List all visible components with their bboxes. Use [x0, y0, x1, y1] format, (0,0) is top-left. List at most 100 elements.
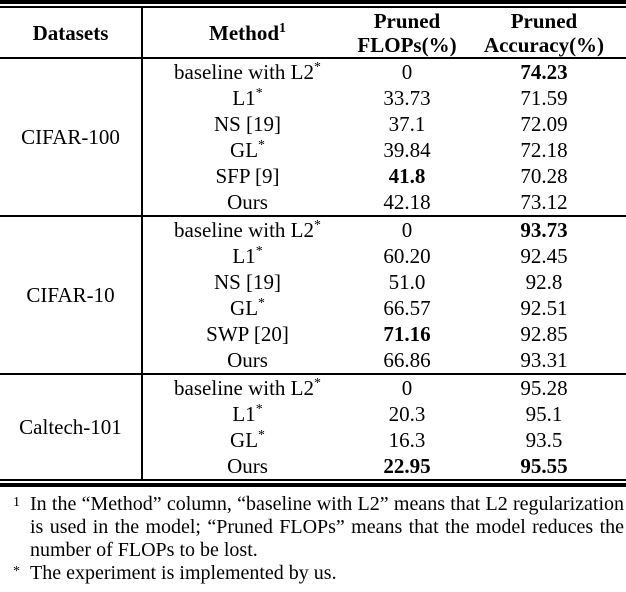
table-row: SFP [9] 41.8 70.28 [0, 163, 626, 189]
accuracy-cell: 93.73 [462, 215, 626, 243]
footnote-star-text: The experiment is implemented by us. [30, 562, 337, 584]
method-cell: GL* [142, 137, 352, 163]
method-cell: baseline with L2* [142, 215, 352, 243]
method-cell: Ours [142, 453, 352, 479]
flops-cell: 0 [352, 373, 462, 401]
flops-cell: 37.1 [388, 112, 426, 136]
method-label: GL [230, 428, 259, 452]
table-row: L1* 20.3 95.1 [0, 401, 626, 427]
method-cell: baseline with L2* [142, 57, 352, 85]
flops-cell: 60.20 [383, 244, 431, 268]
table-row: Caltech-101 baseline with L2* 0 95.28 [0, 373, 626, 479]
flops-cell: 39.84 [383, 138, 431, 162]
accuracy-cell: 95.28 [462, 373, 626, 401]
accuracy-cell: 73.12 [520, 190, 568, 214]
footnote-star-ref: * [258, 295, 265, 310]
flops-cell: 33.73 [383, 86, 431, 110]
header-pruned-flops: Pruned FLOPs(%) [352, 8, 462, 59]
flops-cell: 0 [352, 57, 462, 85]
footnotes: 1 In the “Method” column, “baseline with… [0, 493, 626, 585]
method-label: L1 [232, 244, 256, 268]
accuracy-cell: 72.09 [520, 112, 568, 136]
accuracy-cell: 70.28 [520, 164, 568, 188]
footnote-star: * The experiment is implemented by us. [0, 562, 626, 585]
method-label: SFP [9] [215, 164, 280, 188]
dataset-label-cifar-10: CIFAR-10 [0, 215, 143, 374]
header-accuracy-line2: Accuracy(%) [483, 32, 605, 57]
method-label: baseline with L2 [174, 376, 315, 400]
accuracy-cell: 93.5 [525, 428, 563, 452]
method-label: baseline with L2 [174, 218, 315, 242]
table-row: GL* 66.57 92.51 [0, 295, 626, 321]
footnote-star-ref: * [255, 85, 263, 100]
accuracy-cell: 92.8 [525, 270, 563, 294]
method-cell: NS [19] [142, 269, 352, 295]
flops-cell: 66.57 [383, 296, 431, 320]
results-table: Datasets Method1 Pruned FLOPs(%) Pruned Ac… [0, 8, 626, 479]
dataset-label-caltech-101: Caltech-101 [0, 373, 143, 479]
footnote-star-ref: * [255, 243, 263, 258]
method-label: SWP [20] [206, 322, 289, 346]
method-label: Ours [227, 348, 268, 372]
table-row: CIFAR-10 baseline with L2* 0 93.73 [0, 215, 626, 374]
table-row: L1* 33.73 71.59 [0, 85, 626, 111]
table-row: NS [19] 37.1 72.09 [0, 111, 626, 137]
footnote-star-ref: * [258, 427, 265, 442]
method-cell: Ours [142, 189, 352, 216]
table-row: L1* 60.20 92.45 [0, 243, 626, 269]
method-cell: baseline with L2* [142, 373, 352, 401]
method-label: Ours [227, 454, 268, 478]
flops-cell: 41.8 [388, 164, 426, 188]
table-bottom-rule-gap [0, 481, 626, 483]
header-datasets: Datasets [0, 8, 143, 59]
header-row: Datasets Method1 Pruned FLOPs(%) Pruned Ac… [0, 8, 626, 59]
method-cell: GL* [142, 427, 352, 453]
footnote-star-ref: * [314, 217, 321, 232]
method-label: NS [19] [213, 270, 282, 294]
header-flops-line2: FLOPs(%) [357, 32, 457, 57]
accuracy-cell: 71.59 [520, 86, 568, 110]
method-cell: L1* [142, 401, 352, 427]
dataset-label-cifar-100: CIFAR-100 [0, 57, 143, 216]
footnote-star-marker: * [13, 564, 20, 579]
flops-cell: 71.16 [383, 322, 431, 346]
footnote-star-ref: * [258, 137, 265, 152]
accuracy-cell: 72.18 [520, 138, 568, 162]
method-label: GL [230, 138, 259, 162]
method-label: L1 [232, 402, 256, 426]
table-bottom-rule-thin [0, 479, 626, 481]
table-row: Ours 42.18 73.12 [0, 189, 626, 216]
footnote-1-marker: 1 [13, 495, 20, 510]
header-pruned-accuracy: Pruned Accuracy(%) [462, 8, 626, 59]
method-cell: SWP [20] [142, 321, 352, 347]
flops-cell: 20.3 [388, 402, 426, 426]
method-cell: Ours [142, 347, 352, 374]
footnote-star-ref: * [314, 59, 321, 74]
flops-cell: 66.86 [383, 348, 431, 372]
accuracy-cell: 92.85 [520, 322, 568, 346]
method-cell: L1* [142, 85, 352, 111]
table-row: Ours 22.95 95.55 [0, 453, 626, 479]
table-bottom-rule-thick [0, 483, 626, 487]
method-label: GL [230, 296, 259, 320]
group-cifar-100: CIFAR-100 baseline with L2* 0 74.23 L1* … [0, 57, 626, 216]
table-row: GL* 16.3 93.5 [0, 427, 626, 453]
footnote-star-ref: * [255, 401, 263, 416]
table-row: GL* 39.84 72.18 [0, 137, 626, 163]
method-label: NS [19] [213, 112, 282, 136]
method-label: L1 [232, 86, 256, 110]
group-caltech-101: Caltech-101 baseline with L2* 0 95.28 L1… [0, 373, 626, 479]
accuracy-cell: 92.45 [520, 244, 568, 268]
accuracy-cell: 95.1 [525, 402, 563, 426]
flops-cell: 0 [352, 215, 462, 243]
table-top-rule-gap [0, 4, 626, 6]
flops-cell: 51.0 [388, 270, 426, 294]
footnote-1: 1 In the “Method” column, “baseline with… [0, 493, 626, 562]
method-cell: GL* [142, 295, 352, 321]
header-method: Method1 [142, 8, 352, 59]
flops-cell: 42.18 [383, 190, 431, 214]
flops-cell: 16.3 [388, 428, 426, 452]
header-method-label: Method [209, 20, 280, 45]
accuracy-cell: 93.31 [520, 348, 568, 372]
method-label: baseline with L2 [174, 60, 315, 84]
